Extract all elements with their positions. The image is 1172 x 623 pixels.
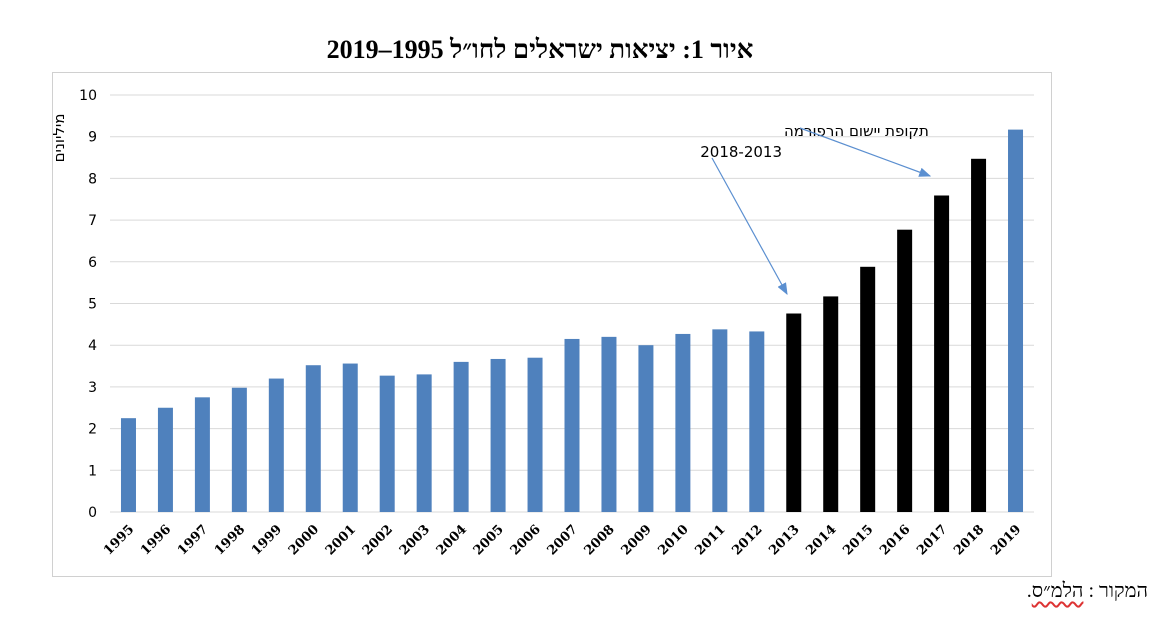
bar-1995 — [120, 418, 136, 512]
bar-1997 — [194, 397, 210, 512]
chart-frame — [52, 72, 1052, 577]
x-tick-label: 2009 — [619, 522, 655, 558]
bar-2004 — [453, 361, 469, 512]
bar-2000 — [305, 365, 321, 512]
x-tick-label: 2008 — [582, 522, 618, 558]
bar-2009 — [638, 345, 654, 512]
x-tick-label: 2002 — [360, 522, 396, 558]
y-axis-ticks: 0 1 2 3 4 5 6 7 8 9 10 — [79, 88, 97, 521]
bar-2017 — [934, 195, 950, 512]
bar-2010 — [675, 333, 691, 512]
annotation-line2: 2018-2013 — [700, 143, 782, 161]
x-tick-label: 2007 — [545, 522, 581, 558]
x-tick-label: 2014 — [803, 522, 839, 558]
x-tick-label: 2013 — [766, 522, 802, 558]
x-tick-label: 1999 — [249, 522, 285, 558]
y-tick-label: 5 — [88, 297, 97, 313]
y-tick-label: 6 — [88, 255, 97, 271]
bar-2011 — [712, 329, 728, 512]
x-tick-label: 1997 — [175, 522, 211, 558]
x-tick-label: 2019 — [988, 522, 1024, 558]
x-axis-ticks: 1995 1996 1997 1998 1999 2000 2001 2002 2003 2004… — [101, 522, 1024, 558]
bar-2006 — [527, 357, 543, 512]
bar-2001 — [342, 363, 358, 512]
x-tick-label: 2003 — [397, 522, 433, 558]
bar-2007 — [564, 338, 580, 512]
y-tick-label: 7 — [88, 213, 97, 229]
x-tick-label: 2005 — [471, 522, 507, 558]
bar-2012 — [749, 331, 765, 512]
y-tick-label: 9 — [88, 130, 97, 146]
x-tick-label: 2011 — [692, 522, 728, 558]
annotation-arrow-right — [799, 127, 932, 177]
bar-2003 — [416, 374, 432, 512]
x-tick-label: 2018 — [951, 522, 987, 558]
bar-2013 — [786, 313, 802, 512]
x-tick-label: 1998 — [212, 522, 248, 558]
bar-2019 — [1008, 129, 1024, 512]
y-tick-label: 2 — [88, 422, 97, 438]
bar-2016 — [897, 229, 913, 513]
bars — [120, 129, 1024, 513]
annotation-arrow-left — [711, 157, 788, 296]
bar-2018 — [971, 158, 987, 512]
y-tick-label: 0 — [88, 505, 97, 521]
x-tick-label: 2016 — [877, 522, 913, 558]
x-tick-label: 2015 — [840, 522, 876, 558]
y-tick-label: 1 — [88, 463, 97, 479]
x-tick-label: 2006 — [508, 522, 544, 558]
annotation-line1: תקופת יישום הרפורמה — [784, 122, 929, 140]
bar-2008 — [601, 336, 617, 512]
bar-1996 — [157, 407, 173, 512]
bar-2002 — [379, 375, 395, 512]
y-axis-label: מיליונים — [50, 114, 68, 163]
source-name: הלמ״ס — [1031, 580, 1084, 602]
x-tick-label: 2017 — [914, 522, 950, 558]
bar-1998 — [231, 387, 247, 512]
chart-title: איור 1: יציאות ישראלים לחו״ל 1995–2019 — [326, 35, 754, 64]
x-tick-label: 2010 — [656, 522, 692, 558]
bar-2014 — [823, 296, 839, 512]
y-tick-label: 3 — [88, 380, 97, 396]
y-tick-label: 4 — [88, 338, 97, 354]
reform-annotation: תקופת יישום הרפורמה 2018-2013 — [700, 122, 932, 296]
bar-2005 — [490, 358, 506, 512]
x-tick-label: 2000 — [286, 522, 322, 558]
x-tick-label: 1995 — [101, 522, 137, 558]
x-tick-label: 2012 — [729, 522, 765, 558]
x-tick-label: 1996 — [138, 522, 174, 558]
source-label: המקור : — [1088, 580, 1148, 602]
bar-1999 — [268, 378, 284, 512]
source-note: המקור : הלמ״ס. — [1027, 580, 1148, 603]
source-suffix: . — [1026, 580, 1032, 602]
bar-2015 — [860, 266, 876, 512]
y-tick-label: 10 — [79, 88, 97, 104]
x-tick-label: 2001 — [323, 522, 359, 558]
y-tick-label: 8 — [88, 171, 97, 187]
x-tick-label: 2004 — [434, 522, 470, 558]
